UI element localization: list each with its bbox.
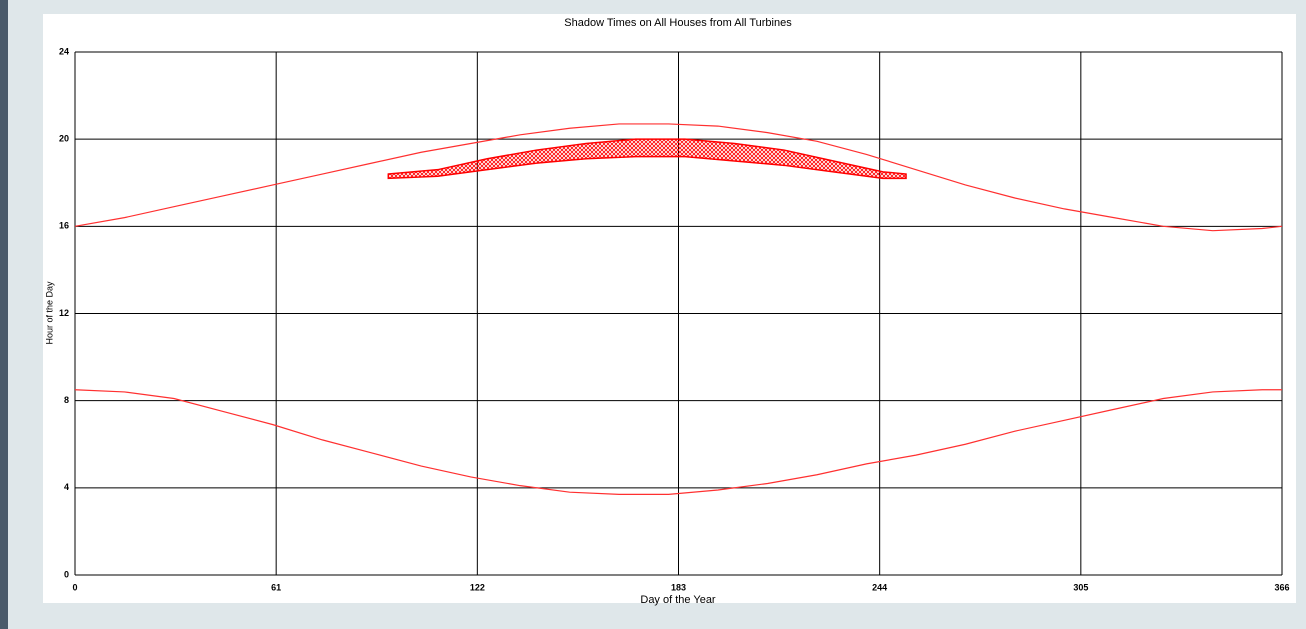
x-tick-label: 244	[872, 582, 887, 592]
y-tick-label: 16	[59, 221, 69, 231]
x-tick-label: 305	[1073, 582, 1088, 592]
page: Shadow Times on All Houses from All Turb…	[0, 0, 1306, 629]
x-axis-label: Day of the Year	[640, 594, 716, 606]
side-strip	[0, 0, 8, 629]
y-tick-label: 20	[59, 134, 69, 144]
x-tick-label: 0	[72, 582, 77, 592]
chart-title: Shadow Times on All Houses from All Turb…	[564, 17, 792, 29]
y-tick-label: 8	[64, 395, 69, 405]
chart-box	[43, 14, 1296, 603]
x-tick-label: 183	[671, 582, 686, 592]
x-tick-label: 122	[470, 582, 485, 592]
x-tick-label: 366	[1274, 582, 1289, 592]
y-tick-label: 4	[64, 482, 69, 492]
x-tick-label: 61	[271, 582, 281, 592]
y-tick-label: 0	[64, 569, 69, 579]
y-tick-label: 24	[59, 46, 69, 56]
y-axis-label: Hour of the Day	[44, 281, 54, 345]
y-tick-label: 12	[59, 308, 69, 318]
